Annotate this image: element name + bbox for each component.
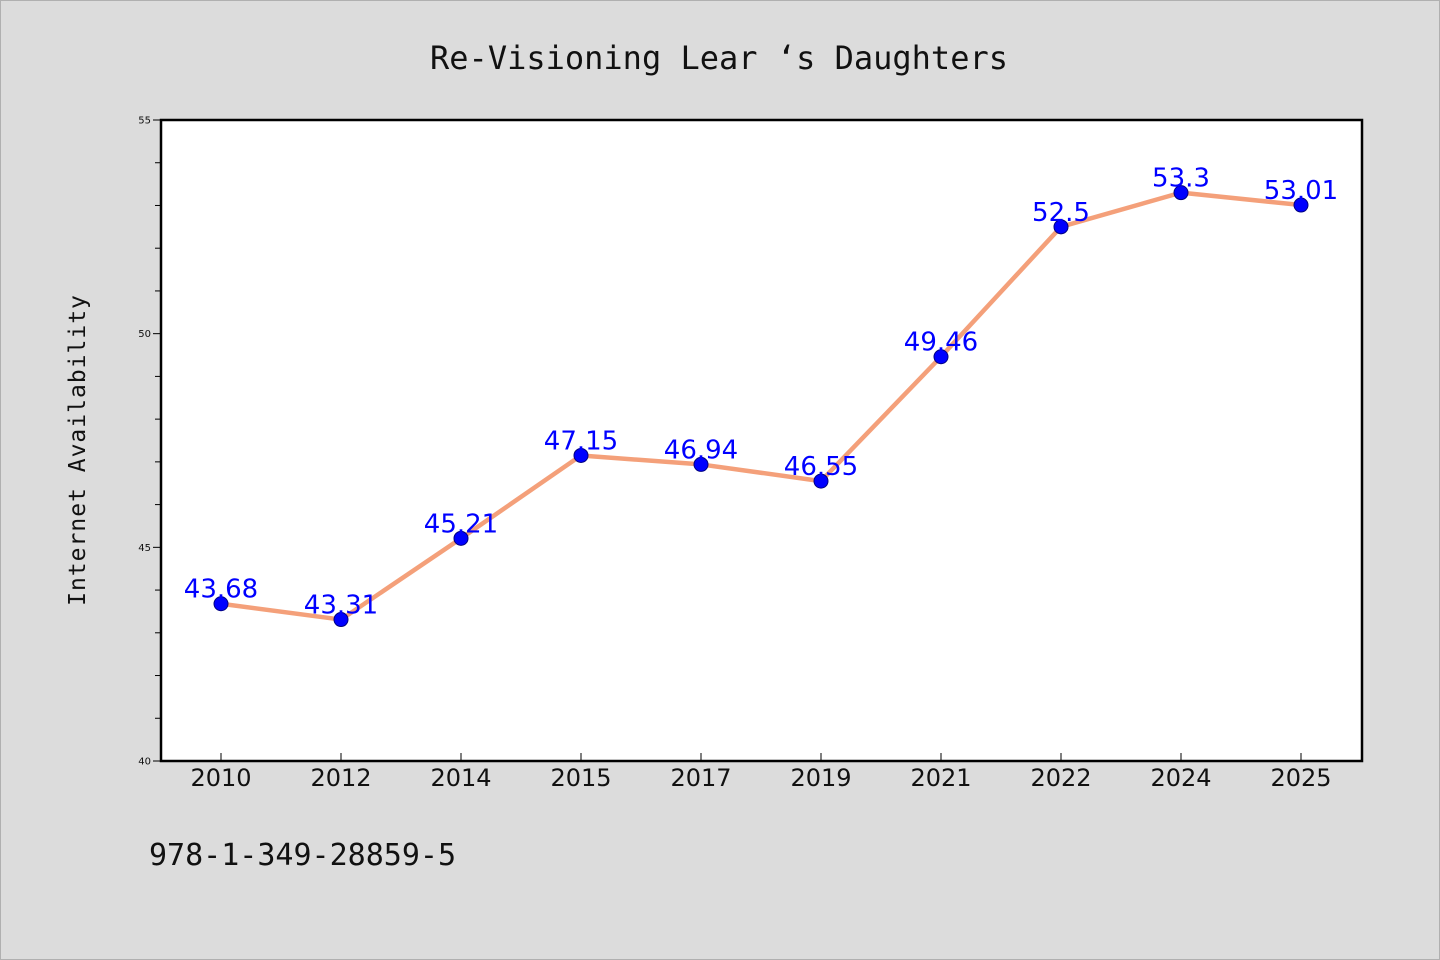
y-tick-label: 40 [138,757,151,768]
data-point [1053,219,1069,235]
plot-area [159,118,1364,763]
data-label: 43.68 [184,575,258,605]
data-point [693,456,709,472]
data-point [1173,185,1189,201]
data-label: 53.3 [1152,164,1210,194]
data-label: 43.31 [304,591,378,621]
data-label: 47.15 [544,426,618,456]
series-line-group [218,190,1304,622]
data-label: 45.21 [424,509,498,539]
x-tick-label: 2019 [790,764,851,792]
data-labels: 43.68 43.31 45.21 47.15 46.94 46.55 49.46 52.5 5… [184,164,1338,621]
data-point [1293,197,1309,213]
data-point [813,473,829,489]
data-label: 53.01 [1264,176,1338,206]
x-tick-label: 2024 [1150,764,1211,792]
x-tick-label: 2022 [1030,764,1091,792]
chart-title: Re-Visioning Lear ‘s Daughters [430,39,1008,77]
x-axis: 2010 2012 2014 2015 2017 2019 2021 2022 2024 2025 [190,753,1332,792]
data-label: 52.5 [1032,198,1090,228]
x-tick-label: 2014 [430,764,491,792]
y-tick-label: 45 [138,543,151,554]
x-tick-label: 2021 [910,764,971,792]
y-axis-label: Internet Availability [65,294,91,606]
data-label: 46.55 [784,452,858,482]
y-tick-label: 55 [138,116,151,127]
data-point [213,596,229,612]
data-point [333,612,349,628]
data-point [933,349,949,365]
data-point [573,447,589,463]
x-tick-label: 2012 [310,764,371,792]
data-label: 46.94 [664,435,738,465]
data-markers [213,185,1309,628]
y-tick-label: 50 [138,329,151,340]
x-tick-label: 2010 [190,764,251,792]
x-tick-label: 2015 [550,764,611,792]
y-axis: 40 45 50 55 [138,116,161,768]
x-tick-label: 2017 [670,764,731,792]
data-label: 49.46 [904,328,978,358]
isbn-footer: 978-1-349-28859-5 [149,838,456,873]
x-tick-label: 2025 [1270,764,1331,792]
series-line [218,190,1304,622]
data-point [453,530,469,546]
